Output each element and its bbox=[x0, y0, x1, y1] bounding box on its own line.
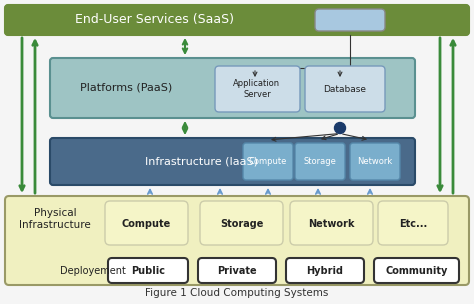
FancyBboxPatch shape bbox=[50, 58, 415, 118]
Text: Platforms (PaaS): Platforms (PaaS) bbox=[80, 83, 172, 93]
FancyBboxPatch shape bbox=[108, 258, 188, 283]
FancyBboxPatch shape bbox=[105, 201, 188, 245]
FancyBboxPatch shape bbox=[200, 201, 283, 245]
Text: Physical
Infrastructure: Physical Infrastructure bbox=[19, 208, 91, 230]
FancyBboxPatch shape bbox=[305, 66, 385, 112]
FancyBboxPatch shape bbox=[215, 66, 300, 112]
Text: End-User Services (SaaS): End-User Services (SaaS) bbox=[75, 13, 234, 26]
Text: Network: Network bbox=[357, 157, 392, 166]
FancyBboxPatch shape bbox=[5, 5, 469, 35]
FancyBboxPatch shape bbox=[315, 9, 385, 31]
FancyBboxPatch shape bbox=[295, 143, 345, 180]
Text: Infrastructure (IaaS): Infrastructure (IaaS) bbox=[145, 157, 258, 167]
Text: Compute: Compute bbox=[249, 157, 287, 166]
FancyBboxPatch shape bbox=[5, 196, 469, 285]
FancyBboxPatch shape bbox=[243, 143, 293, 180]
Text: Application
Server: Application Server bbox=[233, 79, 281, 99]
Text: Deployement: Deployement bbox=[60, 265, 126, 275]
Text: Database: Database bbox=[323, 85, 366, 94]
Text: Compute: Compute bbox=[122, 219, 171, 229]
FancyBboxPatch shape bbox=[374, 258, 459, 283]
Text: Hybrid: Hybrid bbox=[307, 265, 344, 275]
FancyBboxPatch shape bbox=[378, 201, 448, 245]
Text: Community: Community bbox=[385, 265, 447, 275]
Text: Storage: Storage bbox=[303, 157, 337, 166]
Bar bbox=[5, 5, 469, 35]
Text: Figure 1 Cloud Computing Systems: Figure 1 Cloud Computing Systems bbox=[146, 288, 328, 298]
Text: Etc...: Etc... bbox=[399, 219, 427, 229]
FancyBboxPatch shape bbox=[50, 138, 415, 185]
Text: Network: Network bbox=[308, 219, 355, 229]
Text: Public: Public bbox=[131, 265, 165, 275]
Text: Storage: Storage bbox=[220, 219, 263, 229]
FancyBboxPatch shape bbox=[290, 201, 373, 245]
Text: Private: Private bbox=[217, 265, 257, 275]
FancyBboxPatch shape bbox=[198, 258, 276, 283]
FancyBboxPatch shape bbox=[286, 258, 364, 283]
Circle shape bbox=[335, 123, 346, 133]
FancyBboxPatch shape bbox=[350, 143, 400, 180]
